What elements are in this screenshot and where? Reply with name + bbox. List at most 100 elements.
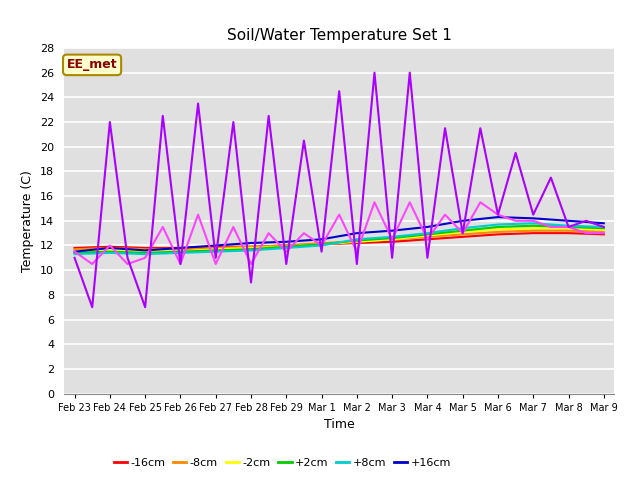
+8cm xyxy=(212,249,220,254)
Y-axis label: Temperature (C): Temperature (C) xyxy=(22,170,35,272)
+16cm xyxy=(459,218,467,224)
+8cm xyxy=(106,250,114,256)
+64cm xyxy=(88,304,96,310)
+32cm xyxy=(265,230,273,236)
+32cm xyxy=(582,230,590,236)
-16cm xyxy=(247,244,255,250)
-16cm xyxy=(424,237,431,242)
-8cm xyxy=(494,229,502,235)
Title: Soil/Water Temperature Set 1: Soil/Water Temperature Set 1 xyxy=(227,28,452,43)
-16cm xyxy=(71,245,79,251)
+2cm xyxy=(353,238,361,243)
-8cm xyxy=(212,245,220,251)
+32cm xyxy=(247,261,255,267)
+2cm xyxy=(564,224,572,230)
+8cm xyxy=(141,251,149,257)
+2cm xyxy=(177,249,184,254)
+64cm xyxy=(194,101,202,107)
+2cm xyxy=(71,250,79,256)
+16cm xyxy=(564,218,572,224)
+32cm xyxy=(388,237,396,242)
-8cm xyxy=(529,228,537,234)
-2cm xyxy=(141,249,149,254)
-8cm xyxy=(459,231,467,237)
-2cm xyxy=(282,244,290,250)
-2cm xyxy=(494,227,502,232)
+64cm xyxy=(547,175,555,180)
+8cm xyxy=(282,245,290,251)
-8cm xyxy=(424,234,431,240)
Text: EE_met: EE_met xyxy=(67,59,117,72)
+32cm xyxy=(512,218,520,224)
+2cm xyxy=(424,231,431,237)
+32cm xyxy=(335,212,343,217)
+64cm xyxy=(265,113,273,119)
-8cm xyxy=(282,242,290,248)
+64cm xyxy=(282,261,290,267)
+16cm xyxy=(71,249,79,254)
+64cm xyxy=(371,70,378,75)
-16cm xyxy=(529,230,537,236)
+32cm xyxy=(106,242,114,248)
-8cm xyxy=(317,240,325,246)
-16cm xyxy=(282,242,290,248)
+2cm xyxy=(388,235,396,241)
+64cm xyxy=(529,212,537,217)
+32cm xyxy=(282,249,290,254)
-2cm xyxy=(564,225,572,231)
+8cm xyxy=(564,223,572,228)
+16cm xyxy=(424,224,431,230)
Line: -16cm: -16cm xyxy=(75,233,604,248)
+64cm xyxy=(459,230,467,236)
+64cm xyxy=(212,255,220,261)
+64cm xyxy=(247,280,255,286)
Line: +64cm: +64cm xyxy=(75,72,604,307)
+32cm xyxy=(564,224,572,230)
-2cm xyxy=(353,239,361,245)
-16cm xyxy=(353,240,361,246)
+64cm xyxy=(177,261,184,267)
-16cm xyxy=(141,245,149,251)
+64cm xyxy=(353,261,361,267)
+64cm xyxy=(230,119,237,125)
+64cm xyxy=(477,125,484,131)
-2cm xyxy=(247,245,255,251)
-2cm xyxy=(424,233,431,239)
-16cm xyxy=(388,239,396,245)
+64cm xyxy=(582,218,590,224)
Line: +16cm: +16cm xyxy=(75,217,604,252)
+2cm xyxy=(459,228,467,234)
+8cm xyxy=(317,242,325,248)
+8cm xyxy=(424,230,431,236)
-16cm xyxy=(177,245,184,251)
Line: -8cm: -8cm xyxy=(75,231,604,249)
+64cm xyxy=(335,88,343,94)
+32cm xyxy=(529,218,537,224)
+32cm xyxy=(424,237,431,242)
+32cm xyxy=(406,199,413,205)
+32cm xyxy=(494,212,502,217)
+32cm xyxy=(459,230,467,236)
+16cm xyxy=(529,216,537,221)
+32cm xyxy=(177,261,184,267)
+64cm xyxy=(141,304,149,310)
+64cm xyxy=(106,119,114,125)
-8cm xyxy=(71,246,79,252)
+8cm xyxy=(529,220,537,226)
+64cm xyxy=(71,255,79,261)
+16cm xyxy=(353,230,361,236)
-8cm xyxy=(388,237,396,242)
+64cm xyxy=(124,255,131,261)
+32cm xyxy=(141,255,149,261)
+16cm xyxy=(212,242,220,248)
-2cm xyxy=(71,249,79,254)
+32cm xyxy=(230,224,237,230)
Line: +32cm: +32cm xyxy=(75,202,604,264)
+2cm xyxy=(529,223,537,228)
+64cm xyxy=(388,255,396,261)
-2cm xyxy=(388,237,396,242)
Line: -2cm: -2cm xyxy=(75,228,604,252)
+32cm xyxy=(371,199,378,205)
-2cm xyxy=(529,225,537,231)
+16cm xyxy=(600,220,607,226)
